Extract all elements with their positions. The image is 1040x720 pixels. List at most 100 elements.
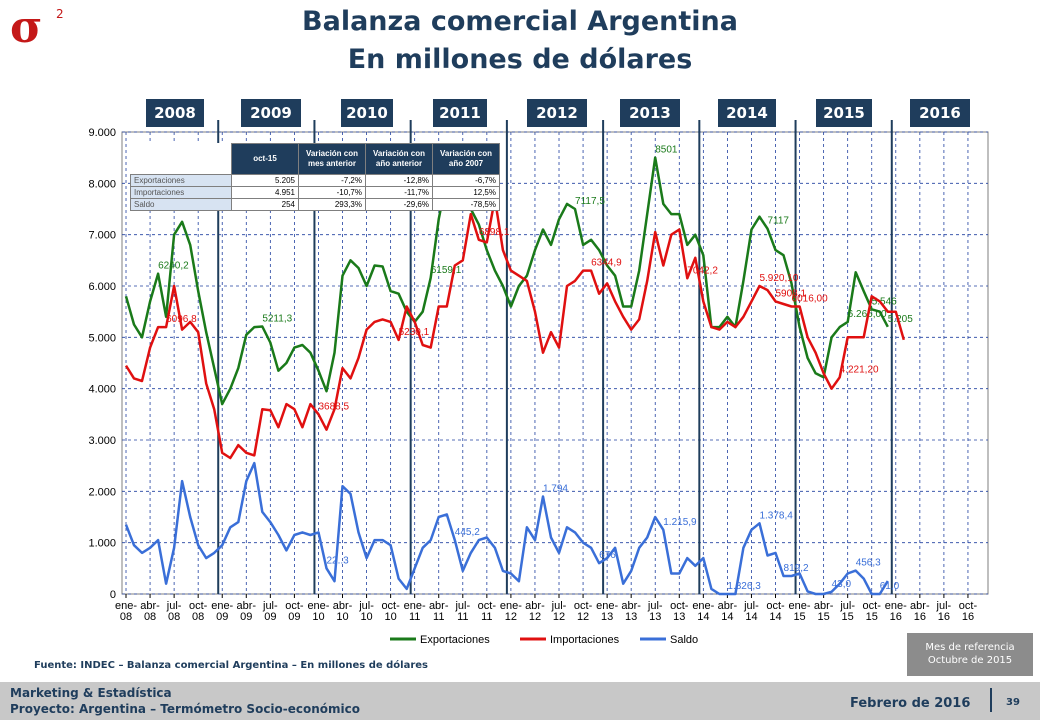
x-tick-label: 14 <box>697 611 709 623</box>
x-tick-label: 16 <box>914 611 926 623</box>
footer-date: Febrero de 2016 <box>850 696 971 711</box>
data-label: 5908,1 <box>776 288 807 299</box>
y-tick-label: 0 <box>110 589 116 601</box>
x-tick-label: 13 <box>601 611 613 623</box>
x-tick-label: oct- <box>381 600 400 612</box>
x-tick-label: 12 <box>553 611 565 623</box>
x-tick-label: 12 <box>577 611 589 623</box>
x-tick-label: oct- <box>478 600 497 612</box>
x-tick-label: jul- <box>166 600 182 612</box>
x-tick-label: 10 <box>312 611 324 623</box>
x-tick-label: 16 <box>962 611 974 623</box>
table-cell: -29,6% <box>365 198 433 211</box>
y-tick-label: 7.000 <box>88 230 116 242</box>
table-cell: -11,7% <box>365 186 433 199</box>
data-label: 5211,3 <box>262 314 292 325</box>
reference-month: Octubre de 2015 <box>927 655 1013 666</box>
reference-month-box: Mes de referencia Octubre de 2015 <box>907 633 1033 676</box>
source-note: Fuente: INDEC – Balanza comercial Argent… <box>34 660 428 671</box>
y-tick-label: 1.000 <box>88 538 116 550</box>
data-label: 22..3 <box>326 555 349 566</box>
footer-department: Marketing & Estadística <box>10 686 172 700</box>
x-tick-label: abr- <box>814 600 834 612</box>
x-tick-label: 10 <box>384 611 396 623</box>
series-line-exportaciones <box>124 156 889 406</box>
x-tick-label: jul- <box>551 600 567 612</box>
x-tick-label: ene- <box>211 600 233 612</box>
data-label: 61,0 <box>880 581 900 592</box>
summary-table: oct-15 Variación con mes anterior Variac… <box>130 143 500 211</box>
data-label: 819,2 <box>784 563 809 574</box>
x-tick-label: jul- <box>936 600 952 612</box>
x-tick-label: oct- <box>863 600 882 612</box>
svg-text:σ: σ <box>10 4 42 48</box>
data-label: 456,3 <box>856 558 881 569</box>
year-badge-2016: 2016 <box>910 99 970 127</box>
x-tick-label: ene- <box>692 600 714 612</box>
year-badge-2009: 2009 <box>241 99 301 127</box>
data-label: 7117 <box>767 216 789 227</box>
y-tick-label: 6.000 <box>88 281 116 293</box>
data-label: 676 <box>599 550 616 561</box>
x-tick-label: 15 <box>817 611 829 623</box>
x-tick-label: 10 <box>336 611 348 623</box>
table-cell: 12,5% <box>432 186 500 199</box>
svg-text:2: 2 <box>56 7 64 21</box>
legend-label: Exportaciones <box>420 634 490 646</box>
x-tick-label: ene- <box>885 600 907 612</box>
table-header: Variación con año 2007 <box>432 143 500 175</box>
table-corner <box>131 144 232 175</box>
table-header: Variación con año anterior <box>365 143 433 175</box>
data-label: 5.205 <box>888 314 913 325</box>
data-label: 3688,5 <box>318 401 349 412</box>
x-tick-label: 08 <box>192 611 204 623</box>
data-label: 4.221,20 <box>840 364 879 375</box>
y-tick-label: 3.000 <box>88 435 116 447</box>
x-tick-label: 14 <box>721 611 733 623</box>
x-tick-label: 14 <box>745 611 757 623</box>
x-tick-label: oct- <box>574 600 593 612</box>
y-tick-label: 5.000 <box>88 332 116 344</box>
x-tick-label: oct- <box>766 600 785 612</box>
data-label: 6240,2 <box>158 261 189 272</box>
x-tick-label: ene- <box>307 600 329 612</box>
y-tick-label: 2.000 <box>88 486 116 498</box>
page-number: 39 <box>1006 697 1020 708</box>
legend-label: Saldo <box>670 634 698 646</box>
x-tick-label: jul- <box>647 600 663 612</box>
table-cell: 293,3% <box>298 198 366 211</box>
x-tick-label: 11 <box>457 611 468 623</box>
x-tick-label: abr- <box>237 600 257 612</box>
x-tick-label: oct- <box>285 600 304 612</box>
x-tick-label: 08 <box>120 611 132 623</box>
data-label: 7042,2 <box>687 265 718 276</box>
x-tick-label: oct- <box>189 600 208 612</box>
y-tick-label: 4.000 <box>88 384 116 396</box>
x-tick-label: abr- <box>621 600 641 612</box>
data-label: 7117,5 <box>575 196 605 207</box>
x-tick-label: 11 <box>481 611 492 623</box>
table-row: Exportaciones 5.205 -7,2% -12,8% -6,7% <box>130 174 500 187</box>
data-label: 1.215,9 <box>663 517 697 528</box>
x-tick-label: jul- <box>743 600 759 612</box>
row-label: Exportaciones <box>130 174 232 187</box>
data-label: 6096,8 <box>166 314 197 325</box>
series-line-saldo <box>124 461 889 596</box>
x-tick-label: 09 <box>288 611 300 623</box>
year-badge-2011: 2011 <box>433 99 487 127</box>
x-tick-label: 15 <box>793 611 805 623</box>
year-badge-2010: 2010 <box>341 99 393 127</box>
x-tick-label: abr- <box>333 600 353 612</box>
data-label: 5.920,10 <box>759 273 798 284</box>
x-tick-label: 16 <box>938 611 950 623</box>
table-row: Saldo 254 293,3% -29,6% -78,5% <box>130 198 500 211</box>
table-header: oct-15 <box>231 143 299 175</box>
table-cell: -6,7% <box>432 174 500 187</box>
data-label: 6898,1 <box>479 227 510 238</box>
page-subtitle: En millones de dólares <box>347 44 693 75</box>
x-tick-label: 09 <box>264 611 276 623</box>
data-label: 1.826,3 <box>727 581 761 592</box>
x-tick-label: 09 <box>240 611 252 623</box>
x-tick-label: 08 <box>144 611 156 623</box>
x-tick-label: jul- <box>454 600 470 612</box>
